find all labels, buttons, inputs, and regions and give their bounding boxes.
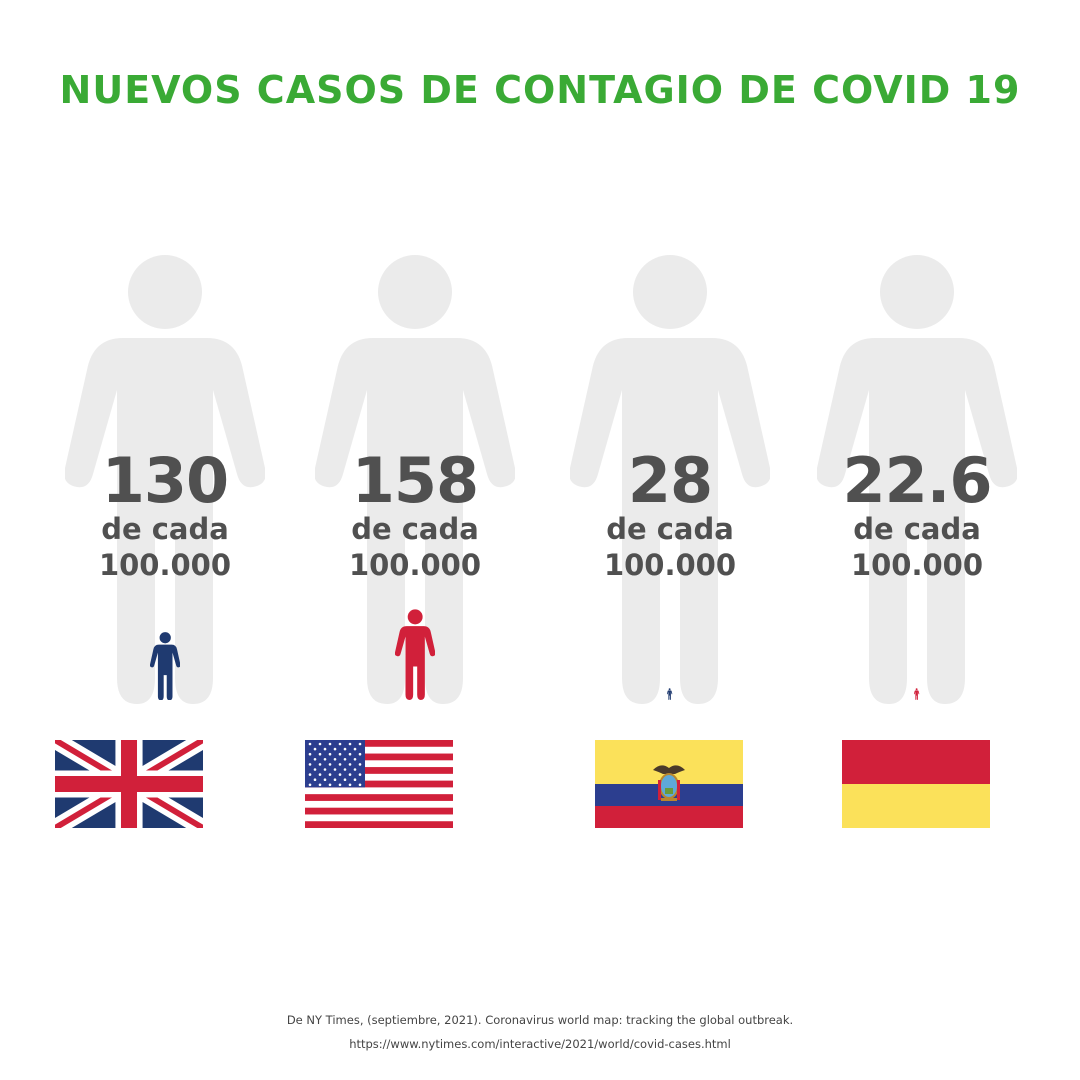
case-value: 130 [101, 444, 229, 517]
flag-star [318, 752, 322, 756]
case-value: 158 [351, 444, 479, 517]
flag-star [308, 773, 312, 776]
scaled-person-icon [914, 688, 920, 700]
unit-line-1: de cada [101, 512, 229, 546]
case-value: 22.6 [842, 444, 993, 517]
flag-star [333, 778, 337, 781]
flag-star [318, 783, 322, 787]
flag-stripe [305, 794, 453, 801]
flag-star [313, 778, 317, 781]
flag-star [353, 768, 357, 771]
flag-star [358, 742, 362, 746]
spain-flag [842, 740, 990, 828]
flag-star [323, 768, 327, 771]
country-column: 158 de cada 100.000 [290, 240, 540, 840]
flag-star [323, 747, 327, 751]
flag-star [328, 763, 332, 766]
flag-stripe [305, 807, 453, 815]
flag-star [343, 758, 347, 761]
flag-star [323, 778, 327, 781]
scaled-person-icon [149, 631, 181, 700]
us-flag [305, 740, 453, 828]
flag-star [348, 742, 352, 746]
flag-star [353, 778, 357, 781]
flag-star [343, 768, 347, 771]
flag-star [328, 773, 332, 776]
unit-line-2: 100.000 [603, 548, 737, 582]
flag-star [338, 763, 342, 766]
country-column: 22.6 de cada 100.000 [792, 240, 1042, 840]
flag-star [353, 758, 357, 761]
flag-star [328, 783, 332, 787]
flag-star [318, 763, 322, 766]
flag-star [313, 747, 317, 751]
flag-star [343, 747, 347, 751]
source-citation: De NY Times, (septiembre, 2021). Coronav… [286, 1013, 794, 1027]
flag-star [358, 783, 362, 787]
flag-star [338, 773, 342, 776]
unit-line-1: de cada [351, 512, 479, 546]
flag-star [348, 783, 352, 787]
scaled-person-icon [667, 688, 673, 700]
flag-star [313, 768, 317, 771]
flag-star [333, 768, 337, 771]
case-value: 28 [627, 444, 713, 517]
flag-stripe [305, 740, 453, 747]
flag-star [333, 747, 337, 751]
country-column: 130 de cada 100.000 [40, 240, 290, 840]
flag-star [333, 758, 337, 761]
flag-star [308, 752, 312, 756]
flag-star [358, 752, 362, 756]
uk-flag [55, 740, 203, 828]
flag-star [348, 773, 352, 776]
flag-star [338, 783, 342, 787]
ecuador-flag [595, 740, 743, 828]
flag-star [323, 758, 327, 761]
unit-line-2: 100.000 [98, 548, 232, 582]
scaled-person-icon [394, 609, 436, 700]
flag-stripe [305, 821, 453, 828]
unit-line-1: de cada [853, 512, 981, 546]
flag-star [338, 742, 342, 746]
unit-line-2: 100.000 [850, 548, 984, 582]
flag-star [353, 747, 357, 751]
flag-star [308, 783, 312, 787]
flag-star [308, 763, 312, 766]
flag-star [348, 752, 352, 756]
source-url[interactable]: https://www.nytimes.com/interactive/2021… [349, 1037, 731, 1051]
flag-star [318, 742, 322, 746]
coat-of-arms-icon [653, 765, 685, 801]
country-column: 28 de cada 100.000 [545, 240, 795, 840]
flag-stripe [305, 767, 453, 774]
unit-line-1: de cada [606, 512, 734, 546]
unit-line-2: 100.000 [348, 548, 482, 582]
flag-star [308, 742, 312, 746]
flag-star [318, 773, 322, 776]
flag-star [348, 763, 352, 766]
flag-stripe [305, 753, 453, 761]
flag-star [358, 763, 362, 766]
flag-star [338, 752, 342, 756]
page-title: NUEVOS CASOS DE CONTAGIO DE COVID 19 [59, 68, 1021, 112]
flag-star [343, 778, 347, 781]
flag-star [328, 742, 332, 746]
flag-star [313, 758, 317, 761]
flag-stripe [305, 780, 453, 788]
flag-star [328, 752, 332, 756]
flag-star [358, 773, 362, 776]
